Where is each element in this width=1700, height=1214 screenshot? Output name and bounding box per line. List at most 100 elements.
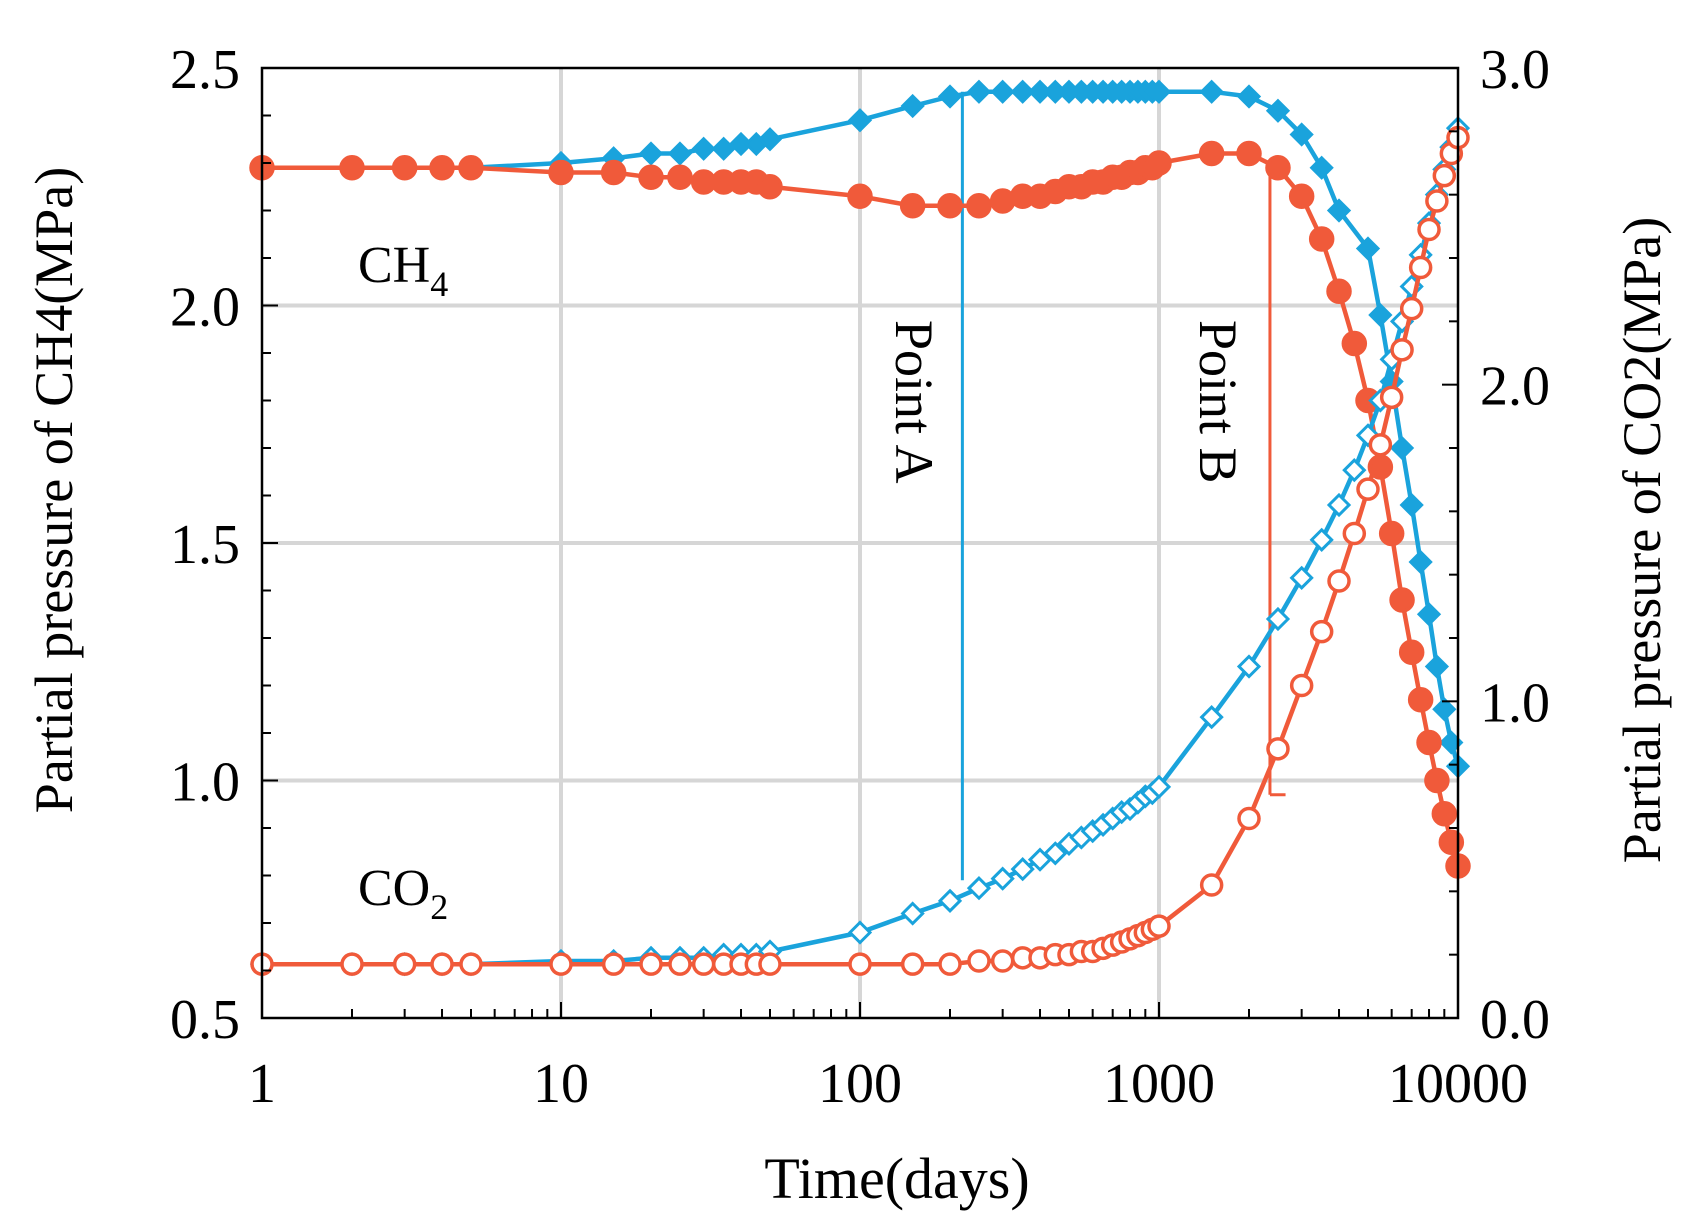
data-point bbox=[1407, 687, 1434, 713]
data-point bbox=[899, 193, 926, 219]
data-point bbox=[1146, 150, 1172, 176]
data-point bbox=[966, 193, 992, 219]
data-point bbox=[667, 164, 693, 190]
data-point bbox=[458, 155, 484, 181]
data-point bbox=[758, 952, 782, 976]
data-point bbox=[1289, 673, 1314, 698]
data-point bbox=[966, 79, 992, 104]
data-point bbox=[1424, 767, 1450, 794]
data-point bbox=[1416, 602, 1442, 627]
data-point bbox=[757, 174, 783, 200]
data-point bbox=[1378, 520, 1405, 547]
data-point bbox=[990, 79, 1015, 104]
data-point bbox=[1010, 79, 1035, 104]
data-point bbox=[1355, 236, 1381, 261]
data-point bbox=[1288, 183, 1315, 209]
axis-ticks bbox=[261, 67, 1458, 1019]
data-point bbox=[1236, 140, 1262, 167]
data-point bbox=[391, 155, 418, 181]
data-point bbox=[1342, 521, 1367, 546]
data-point bbox=[1236, 84, 1262, 109]
series-3 bbox=[250, 125, 1470, 976]
data-point bbox=[966, 876, 992, 901]
data-point bbox=[601, 952, 626, 976]
data-point bbox=[340, 952, 364, 976]
data-point bbox=[1265, 606, 1291, 632]
data-point bbox=[938, 952, 962, 976]
data-point bbox=[1326, 278, 1352, 304]
data-point bbox=[1379, 385, 1404, 410]
data-point bbox=[937, 888, 963, 913]
ch4-label-sub: 4 bbox=[430, 264, 448, 304]
data-point bbox=[900, 952, 925, 976]
data-point bbox=[1390, 338, 1414, 362]
data-point bbox=[1424, 654, 1450, 679]
data-point bbox=[1289, 565, 1314, 590]
right-y-axis-label: Partial pressure of CO2(MPa) bbox=[1612, 217, 1672, 863]
data-point bbox=[990, 949, 1015, 973]
right-y-tick-label: 3.0 bbox=[1480, 39, 1550, 101]
data-point bbox=[847, 183, 873, 209]
data-point bbox=[1043, 841, 1068, 866]
x-tick-label: 10000 bbox=[1388, 1053, 1528, 1115]
gridlines bbox=[262, 68, 1458, 1018]
point-b-label: Point B bbox=[1188, 320, 1248, 484]
data-point bbox=[1368, 433, 1393, 457]
data-point bbox=[847, 108, 873, 133]
data-point bbox=[900, 93, 925, 119]
data-point bbox=[691, 952, 716, 976]
data-point bbox=[847, 920, 873, 945]
data-point bbox=[668, 952, 692, 976]
data-point bbox=[1236, 654, 1262, 679]
co2-label: CO2 bbox=[358, 860, 448, 927]
data-point bbox=[339, 155, 365, 181]
data-point bbox=[1199, 705, 1224, 730]
left-y-tick-label: 2.0 bbox=[170, 277, 240, 339]
data-point bbox=[429, 155, 455, 181]
data-point bbox=[667, 141, 693, 166]
right-y-tick-label: 1.0 bbox=[1480, 672, 1550, 734]
data-point bbox=[1146, 79, 1172, 104]
data-point bbox=[638, 141, 664, 166]
data-point bbox=[937, 84, 963, 109]
data-point bbox=[1266, 737, 1290, 761]
data-point bbox=[1326, 492, 1352, 518]
data-point bbox=[548, 159, 574, 186]
data-point bbox=[459, 952, 483, 976]
data-point bbox=[757, 127, 783, 152]
co2-label-sub: 2 bbox=[430, 887, 448, 927]
data-point bbox=[1146, 774, 1172, 799]
data-point bbox=[1309, 619, 1334, 644]
data-point bbox=[430, 952, 454, 976]
co2-label-base: CO bbox=[358, 860, 430, 917]
left-y-tick-label: 1.0 bbox=[170, 752, 240, 814]
left-y-tick-label: 1.5 bbox=[170, 514, 240, 576]
data-point bbox=[711, 136, 736, 161]
right-y-tick-label: 2.0 bbox=[1480, 356, 1550, 418]
data-point bbox=[1399, 492, 1424, 518]
ch4-label: CH4 bbox=[358, 237, 448, 304]
data-point bbox=[639, 952, 663, 976]
data-point bbox=[1398, 639, 1425, 665]
data-point bbox=[549, 952, 573, 976]
data-point bbox=[1399, 296, 1424, 321]
ch4-label-base: CH bbox=[358, 237, 430, 294]
data-point bbox=[1356, 477, 1380, 501]
data-point bbox=[937, 193, 963, 219]
data-point bbox=[1389, 435, 1415, 461]
tick-labels: 1 10 100 1000 10000 0.5 1.0 1.5 2.0 2.5 0.0 1.0 2.0 3… bbox=[170, 39, 1550, 1115]
x-tick-label: 100 bbox=[818, 1053, 902, 1115]
data-point bbox=[1198, 140, 1225, 167]
data-point bbox=[848, 952, 872, 976]
data-series bbox=[249, 79, 1471, 977]
x-tick-label: 1 bbox=[248, 1053, 276, 1115]
point-annotation-lines bbox=[960, 91, 1286, 881]
data-point bbox=[967, 949, 991, 973]
data-point bbox=[1147, 914, 1171, 938]
x-tick-label: 10 bbox=[533, 1053, 589, 1115]
data-point bbox=[1308, 226, 1335, 252]
data-point bbox=[1408, 255, 1433, 280]
data-point bbox=[1432, 163, 1457, 188]
x-tick-label: 1000 bbox=[1103, 1053, 1215, 1115]
